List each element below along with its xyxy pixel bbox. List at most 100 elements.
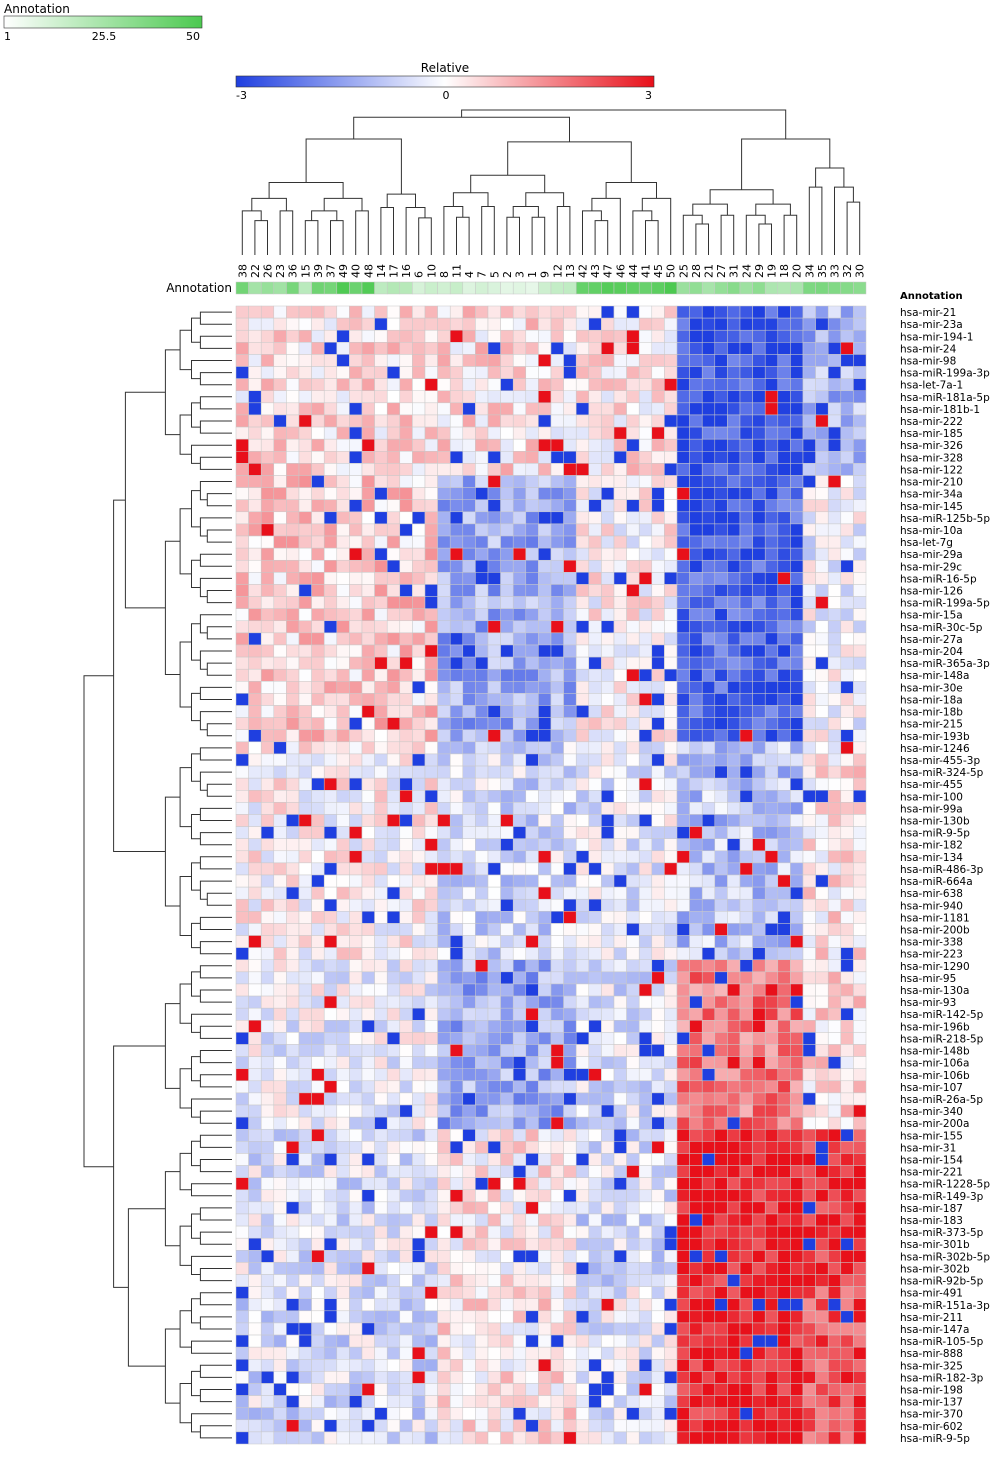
heatmap-cell <box>790 838 804 852</box>
heatmap-cell <box>638 947 653 961</box>
heatmap-cell <box>613 559 627 573</box>
heatmap-cell <box>815 1262 829 1275</box>
heatmap-cell <box>449 874 464 888</box>
heatmap-cell <box>361 499 375 513</box>
heatmap-cell <box>601 1056 615 1069</box>
heatmap-cell <box>815 850 829 864</box>
heatmap-cell <box>349 705 363 718</box>
heatmap-cell <box>374 1153 388 1166</box>
heatmap-cell <box>462 1068 476 1082</box>
annotation-cell <box>235 281 249 295</box>
heatmap-cell <box>588 911 602 924</box>
heatmap-cell <box>790 1298 804 1312</box>
heatmap-cell <box>298 656 312 670</box>
heatmap-cell <box>550 1189 564 1203</box>
column-label: 46 <box>614 264 627 278</box>
heatmap-cell <box>462 584 476 597</box>
heatmap-cell <box>286 790 300 803</box>
heatmap-cell <box>399 475 413 488</box>
heatmap-cell <box>475 1359 489 1372</box>
heatmap-cell <box>739 717 753 730</box>
heatmap-cell <box>538 584 552 597</box>
heatmap-cell <box>613 1419 627 1433</box>
heatmap-cell <box>399 1092 413 1106</box>
heatmap-cell <box>412 523 426 537</box>
heatmap-cell <box>437 1334 451 1348</box>
heatmap-cell <box>638 535 653 549</box>
heatmap-cell <box>827 790 842 803</box>
heatmap-cell <box>588 378 602 392</box>
heatmap-cell <box>349 935 363 948</box>
heatmap-cell <box>248 414 262 428</box>
heatmap-cell <box>349 1237 363 1251</box>
heatmap-cell <box>475 1213 489 1227</box>
heatmap-cell <box>601 923 615 936</box>
heatmap-cell <box>374 523 388 537</box>
heatmap-cell <box>248 475 262 488</box>
heatmap-cell <box>273 826 287 839</box>
heatmap-cell <box>361 838 375 852</box>
heatmap-cell <box>336 342 350 355</box>
heatmap-cell <box>475 390 489 404</box>
heatmap-cell <box>613 584 627 597</box>
heatmap-cell <box>714 802 728 815</box>
heatmap-cell <box>361 1007 375 1021</box>
heatmap-cell <box>840 971 854 985</box>
heatmap-cell <box>601 1383 615 1396</box>
heatmap-cell <box>575 1201 590 1215</box>
heatmap-cell <box>626 402 640 416</box>
heatmap-cell <box>437 1262 451 1275</box>
heatmap-cell <box>311 777 325 791</box>
heatmap-cell <box>500 729 514 743</box>
heatmap-cell <box>323 572 338 585</box>
heatmap-cell <box>676 947 690 961</box>
heatmap-cell <box>777 1310 791 1324</box>
heatmap-cell <box>260 717 275 730</box>
heatmap-cell <box>462 886 476 900</box>
heatmap-cell <box>853 741 867 755</box>
heatmap-cell <box>424 523 438 537</box>
heatmap-cell <box>752 608 766 622</box>
heatmap-cell <box>462 535 476 549</box>
heatmap-cell <box>701 923 716 936</box>
heatmap-cell <box>575 620 590 634</box>
heatmap-cell <box>626 959 640 973</box>
heatmap-cell <box>273 1201 287 1215</box>
heatmap-cell <box>512 971 527 985</box>
heatmap-cell <box>525 971 539 985</box>
heatmap-cell <box>311 547 325 561</box>
heatmap-cell <box>298 342 312 355</box>
heatmap-cell <box>563 983 577 997</box>
heatmap-cell <box>827 862 842 876</box>
heatmap-cell <box>298 1395 312 1408</box>
heatmap-cell <box>626 693 640 706</box>
heatmap-cell <box>714 765 728 779</box>
heatmap-cell <box>840 342 854 355</box>
heatmap-cell <box>575 644 590 658</box>
heatmap-cell <box>638 487 653 500</box>
heatmap-cell <box>664 1237 678 1251</box>
heatmap-cell <box>575 1310 590 1324</box>
heatmap-cell <box>424 378 438 392</box>
heatmap-cell <box>386 1286 401 1299</box>
heatmap-cell <box>689 475 703 488</box>
heatmap-cell <box>475 717 489 730</box>
heatmap-cell <box>298 681 312 694</box>
heatmap-cell <box>311 1007 325 1021</box>
heatmap-cell <box>525 596 539 609</box>
heatmap-cell <box>651 681 665 694</box>
heatmap-cell <box>462 1262 476 1275</box>
heatmap-cell <box>613 838 627 852</box>
heatmap-cell <box>563 535 577 549</box>
heatmap-cell <box>273 608 287 622</box>
heatmap-cell <box>386 572 401 585</box>
heatmap-cell <box>525 1407 539 1421</box>
heatmap-cell <box>676 777 690 791</box>
heatmap-cell <box>802 354 816 367</box>
heatmap-cell <box>701 596 716 609</box>
heatmap-cell <box>525 862 539 876</box>
heatmap-cell <box>613 1104 627 1118</box>
heatmap-cell <box>739 572 753 585</box>
heatmap-cell <box>399 342 413 355</box>
heatmap-cell <box>500 681 514 694</box>
